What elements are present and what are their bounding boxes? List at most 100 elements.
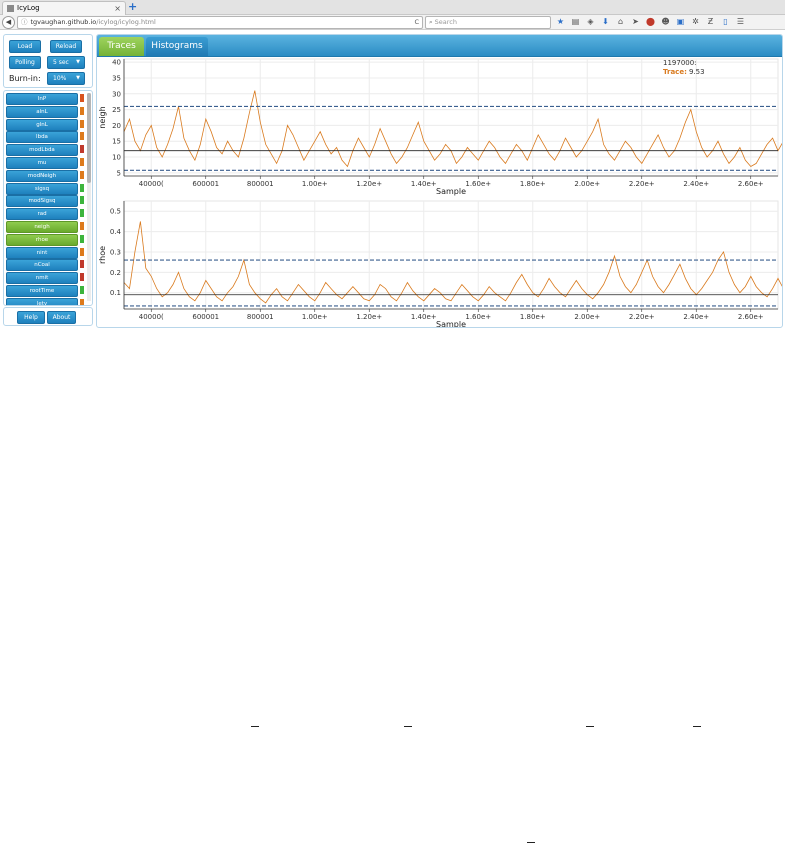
ess-indicator (80, 119, 84, 128)
page-content: Load Reload Polling 5 sec ▼ Burn-in: 10% ▼… (0, 31, 785, 842)
puzzle-icon[interactable]: ✲ (692, 17, 699, 26)
x-tick-label: 40000( (139, 313, 164, 321)
burnin-select[interactable]: 10% ▼ (47, 72, 85, 85)
new-tab-button[interactable]: + (128, 0, 138, 13)
variable-item-rhoe[interactable]: rhoe (6, 233, 78, 246)
x-tick-label: 2.40e+ (683, 180, 709, 188)
x-tick-label: 2.60e+ (738, 180, 764, 188)
ess-indicator (80, 196, 84, 205)
y-axis-label: rhoe (98, 246, 107, 264)
screen-icon[interactable]: ▣ (676, 17, 685, 26)
ess-indicator (80, 234, 84, 243)
polling-interval-value: 5 sec (53, 59, 69, 66)
x-tick-label: 1.60e+ (465, 180, 491, 188)
page-favicon-icon (7, 4, 14, 12)
chevron-down-icon: ▼ (76, 75, 80, 81)
y-tick-label: 0.3 (110, 248, 121, 256)
adblock-icon[interactable]: ⬤ (646, 17, 655, 26)
ghost-icon[interactable]: ☻ (661, 17, 670, 26)
variable-item-nmit[interactable]: nmit (6, 272, 78, 285)
y-tick-label: 10 (112, 154, 121, 162)
home-icon[interactable]: ⌂ (617, 17, 624, 26)
tab-histograms[interactable]: Histograms (146, 37, 208, 56)
x-tick-label: 2.60e+ (738, 313, 764, 321)
browser-tab-title: IcyLog (17, 4, 40, 12)
variable-item-sigsq[interactable]: sigsq (6, 182, 78, 195)
variable-item-lety[interactable]: lety (6, 297, 78, 305)
menu-icon[interactable]: ☰ (736, 17, 745, 26)
bookmark-icon[interactable]: ▯ (723, 17, 728, 26)
url-bar[interactable]: ⓘ tgvaughan.github.io/icylog/icylog.html … (17, 16, 423, 29)
download-icon[interactable]: ⬇ (602, 17, 609, 26)
star-icon[interactable]: ★ (556, 17, 565, 26)
variable-item-neigh[interactable]: neigh (6, 221, 78, 233)
burnin-value: 10% (53, 75, 67, 82)
help-panel: Help About (3, 307, 93, 326)
y-tick-label: 0.2 (110, 269, 121, 277)
burnin-label: Burn-in: (9, 74, 41, 83)
variable-list-scrollbar[interactable] (87, 93, 91, 301)
z-icon[interactable]: Ƶ (707, 17, 714, 26)
ess-indicator (80, 247, 84, 256)
x-tick-label: 40000( (139, 180, 164, 188)
main-tab-bar: Traces Histograms (97, 35, 782, 57)
x-tick-label: 1.00e+ (302, 313, 328, 321)
y-tick-label: 25 (112, 106, 121, 114)
browser-tab[interactable]: IcyLog × (2, 1, 126, 15)
scrollbar-thumb[interactable] (87, 93, 91, 183)
variable-item-modNeigh[interactable]: modNeigh (6, 169, 78, 182)
variable-item-lnP[interactable]: lnP (6, 93, 78, 105)
variable-list: lnP alnL glnL lbda modLbda mu modNeigh sigsq mod… (3, 90, 93, 306)
variable-item-lbda[interactable]: lbda (6, 131, 78, 144)
variable-item-glnL[interactable]: glnL (6, 118, 78, 131)
help-button[interactable]: Help (17, 311, 45, 324)
variable-item-rootTime[interactable]: rootTime (6, 285, 78, 297)
ess-indicator (80, 209, 84, 218)
trace-line (123, 221, 782, 304)
variable-item-rad[interactable]: rad (6, 208, 78, 221)
variable-item-nint[interactable]: nint (6, 246, 78, 259)
x-tick-label: 2.20e+ (629, 313, 655, 321)
main-panel: Traces Histograms 5 10 15 20 25 30 35 40 40000(6… (96, 34, 783, 328)
variable-item-nCoal[interactable]: nCoal (6, 259, 78, 272)
y-tick-label: 0.5 (110, 208, 121, 216)
reading-list-icon[interactable]: ▤ (571, 17, 580, 26)
url-host: tgvaughan.github.io (30, 18, 97, 26)
tab-traces[interactable]: Traces (99, 37, 144, 56)
about-button[interactable]: About (47, 311, 76, 324)
browser-nav-bar: ◀ ⓘ tgvaughan.github.io/icylog/icylog.htm… (0, 15, 785, 30)
load-button[interactable]: Load (9, 40, 41, 53)
ess-indicator (80, 132, 84, 141)
ess-indicator (80, 170, 84, 179)
close-tab-icon[interactable]: × (114, 4, 121, 13)
reload-icon[interactable]: C (414, 18, 419, 26)
pocket-icon[interactable]: ◈ (587, 17, 594, 26)
y-tick-label: 30 (112, 90, 121, 98)
polling-button[interactable]: Polling (9, 56, 41, 69)
tooltip-label: Trace: (663, 68, 687, 76)
reload-button[interactable]: Reload (50, 40, 82, 53)
polling-interval-select[interactable]: 5 sec ▼ (47, 56, 85, 69)
site-info-icon[interactable]: ⓘ (21, 18, 28, 26)
x-tick-label: 2.40e+ (683, 313, 709, 321)
ess-indicator (80, 222, 84, 230)
y-tick-label: 35 (112, 74, 121, 82)
x-tick-label: 800001 (247, 313, 274, 321)
ess-indicator (80, 286, 84, 294)
variable-item-alnL[interactable]: alnL (6, 105, 78, 118)
stray-mark (404, 726, 412, 727)
trace-charts[interactable]: 5 10 15 20 25 30 35 40 40000(600001 800001 1.00e+ 1… (97, 57, 782, 327)
send-icon[interactable]: ➤ (632, 17, 639, 26)
variable-item-modSigsq[interactable]: modSigsq (6, 195, 78, 208)
variable-item-mu[interactable]: mu (6, 157, 78, 169)
ess-indicator (80, 145, 84, 154)
variable-item-modLbda[interactable]: modLbda (6, 144, 78, 157)
search-icon: ⌕ (429, 18, 433, 26)
search-input[interactable]: ⌕ Search (425, 16, 551, 29)
back-button[interactable]: ◀ (2, 16, 15, 29)
ess-indicator (80, 273, 84, 282)
y-tick-label: 0.1 (110, 289, 121, 297)
trace-line (123, 90, 782, 168)
x-tick-label: 1.60e+ (465, 313, 491, 321)
ess-indicator (80, 260, 84, 269)
